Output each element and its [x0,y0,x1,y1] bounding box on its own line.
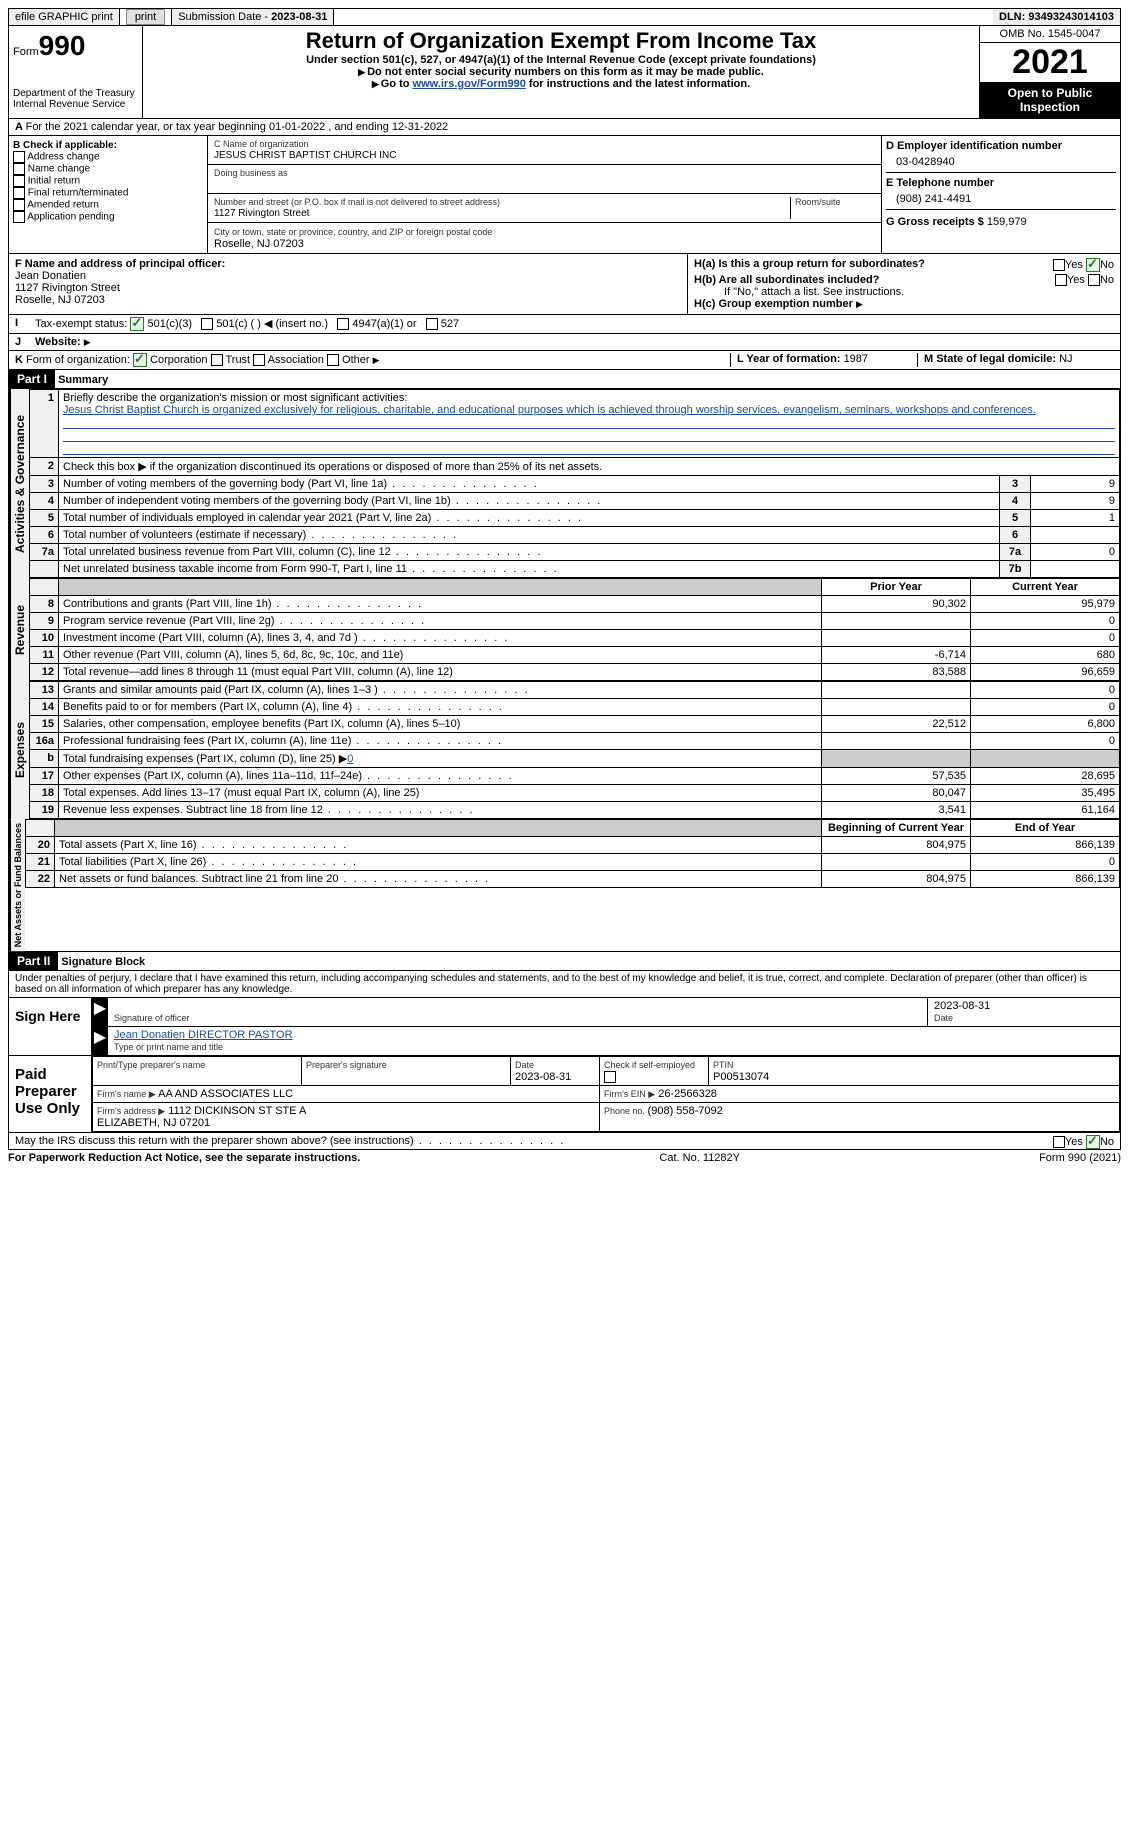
discuss-line: May the IRS discuss this return with the… [8,1133,1121,1150]
section-f-h: F Name and address of principal officer:… [8,254,1121,315]
governance-section: Activities & Governance 1Briefly describ… [8,389,1121,578]
ein: 03-0428940 [886,152,1116,172]
mission-text[interactable]: Jesus Christ Baptist Church is organized… [63,404,1036,416]
part-1-bar: Part I [9,370,55,388]
line-k-l-m: K Form of organization: Corporation Trus… [8,351,1121,370]
sign-here-section: Sign Here ▶ Signature of officer 2023-08… [8,998,1121,1056]
top-bar: efile GRAPHIC print print Submission Dat… [8,8,1121,26]
form-header: Form990 Department of the Treasury Inter… [8,26,1121,119]
form-title: Return of Organization Exempt From Incom… [151,28,971,54]
discuss-no-checkbox-icon [1086,1135,1100,1149]
expenses-section: Expenses 13Grants and similar amounts pa… [8,681,1121,819]
efile-label: efile GRAPHIC print [9,9,120,25]
print-button[interactable]: print [126,9,165,25]
signature-declaration: Under penalties of perjury, I declare th… [8,971,1121,998]
org-name: JESUS CHRIST BAPTIST CHURCH INC [214,150,396,161]
line-i: I Tax-exempt status: 501(c)(3) 501(c) ( … [8,315,1121,334]
line-j: JWebsite: [8,334,1121,351]
paid-preparer-section: Paid Preparer Use Only Print/Type prepar… [8,1056,1121,1133]
page-footer: For Paperwork Reduction Act Notice, see … [8,1150,1121,1166]
revenue-section: Revenue Prior YearCurrent Year 8Contribu… [8,578,1121,681]
dept-label: Department of the Treasury Internal Reve… [13,88,138,110]
net-assets-section: Net Assets or Fund Balances Beginning of… [8,819,1121,952]
line-a: A For the 2021 calendar year, or tax yea… [8,119,1121,136]
no-checkbox-icon [1086,258,1100,272]
501c3-checkbox-icon [130,317,144,331]
form-number: 990 [39,30,86,61]
corp-checkbox-icon [133,353,147,367]
section-b-to-g: B Check if applicable: Address change Na… [8,136,1121,254]
irs-link[interactable]: www.irs.gov/Form990 [413,78,526,90]
part-2-bar: Part II [9,952,58,970]
tax-year: 2021 [980,43,1120,82]
